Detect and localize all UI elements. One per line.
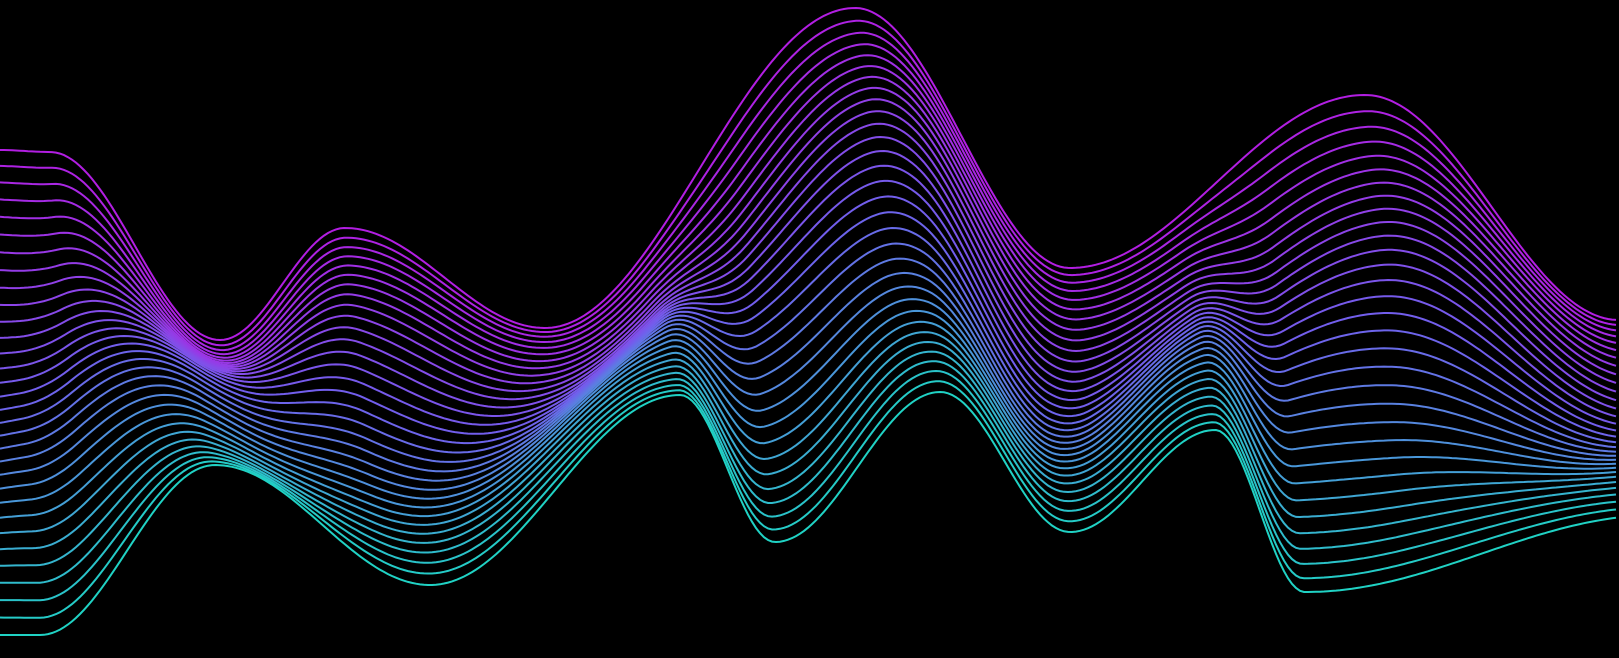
wave-line bbox=[0, 86, 1617, 370]
wave-line bbox=[0, 19, 1617, 347]
wave-line bbox=[0, 54, 1617, 359]
wave-line bbox=[0, 43, 1617, 356]
wave-line bbox=[0, 195, 1617, 435]
wave-lines bbox=[0, 6, 1617, 636]
wave-line bbox=[0, 257, 1617, 473]
wave-line bbox=[0, 149, 1617, 410]
wave-line bbox=[0, 75, 1617, 365]
wave-line bbox=[0, 320, 1617, 519]
wave-line bbox=[0, 135, 1617, 402]
wave-line bbox=[0, 360, 1617, 584]
wave-line bbox=[0, 309, 1617, 509]
wave-line bbox=[0, 340, 1617, 551]
wave-line bbox=[0, 122, 1617, 393]
wave-line bbox=[0, 242, 1617, 463]
wave-line bbox=[0, 211, 1617, 445]
wave-line bbox=[0, 271, 1616, 482]
wave-line bbox=[0, 331, 1617, 535]
wave-line bbox=[0, 110, 1617, 385]
wave-line bbox=[0, 98, 1617, 377]
wave-line bbox=[0, 298, 1617, 500]
wave-line bbox=[0, 369, 1617, 602]
wave-line bbox=[0, 179, 1617, 426]
wave-line bbox=[0, 390, 1617, 636]
wave-line bbox=[0, 31, 1617, 352]
wave-line bbox=[0, 380, 1617, 619]
wave-line bbox=[0, 226, 1617, 454]
wave-line bbox=[0, 65, 1617, 362]
wave-line bbox=[0, 164, 1617, 418]
wave-line bbox=[0, 285, 1617, 491]
wave-line bbox=[0, 350, 1617, 567]
wave-line bbox=[0, 6, 1617, 342]
